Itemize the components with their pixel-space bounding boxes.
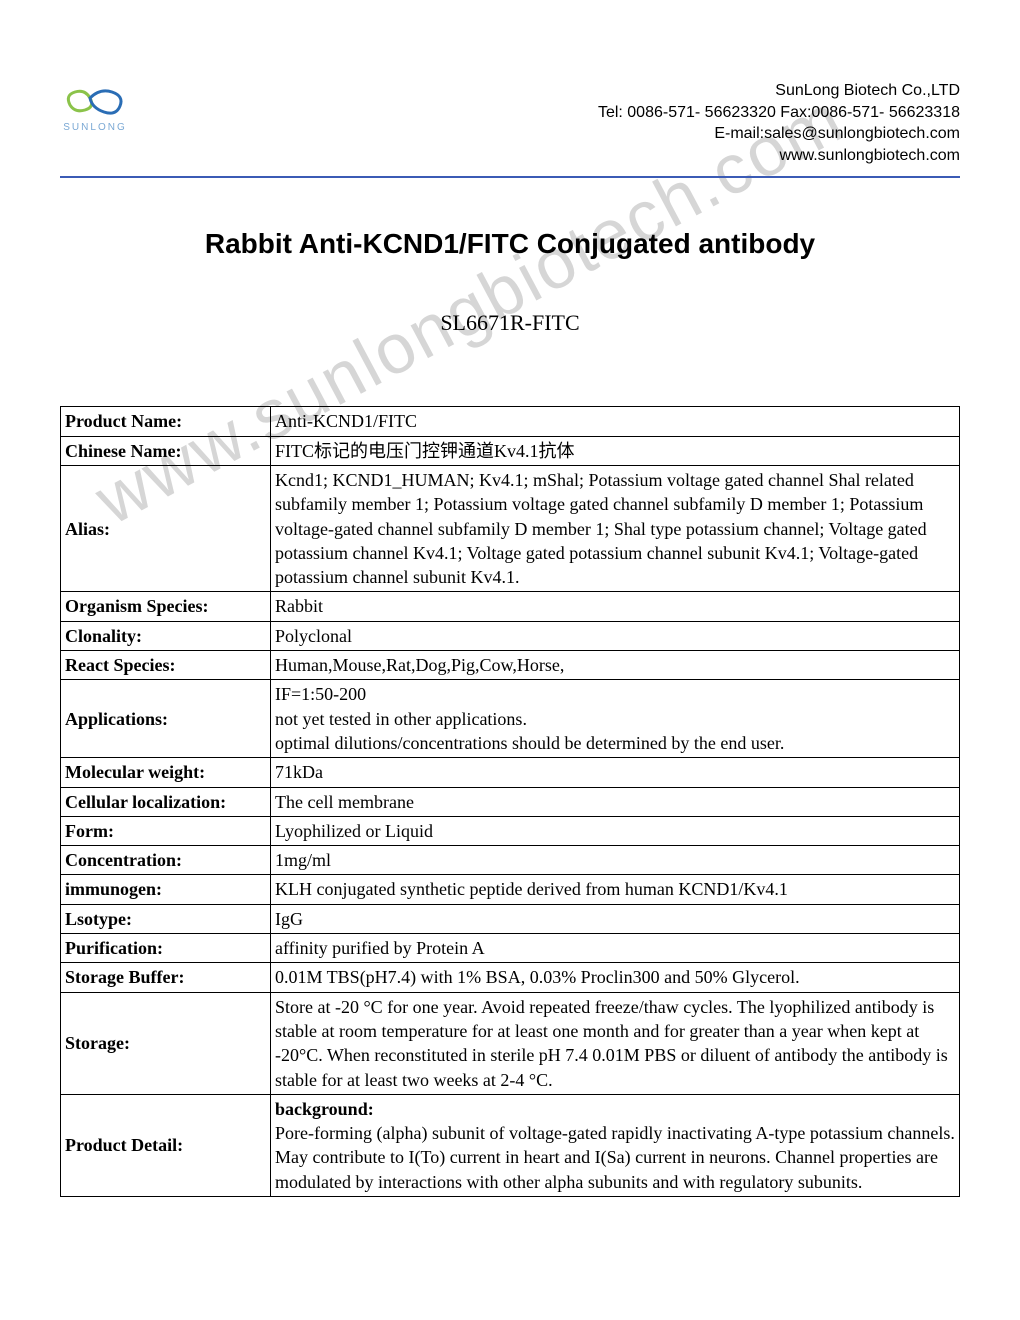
applications-line2: not yet tested in other applications. — [275, 707, 955, 731]
table-row: Form: Lyophilized or Liquid — [61, 816, 960, 845]
value-immunogen: KLH conjugated synthetic peptide derived… — [271, 875, 960, 904]
table-row: Concentration: 1mg/ml — [61, 846, 960, 875]
spec-table: Product Name: Anti-KCND1/FITC Chinese Na… — [60, 406, 960, 1197]
value-mw: 71kDa — [271, 758, 960, 787]
value-alias: Kcnd1; KCND1_HUMAN; Kv4.1; mShal; Potass… — [271, 465, 960, 591]
value-purification: affinity purified by Protein A — [271, 934, 960, 963]
value-organism: Rabbit — [271, 592, 960, 621]
table-row: Applications: IF=1:50-200 not yet tested… — [61, 680, 960, 758]
table-row: Molecular weight: 71kDa — [61, 758, 960, 787]
value-clonality: Polyclonal — [271, 621, 960, 650]
value-conc: 1mg/ml — [271, 846, 960, 875]
label-alias: Alias: — [61, 465, 271, 591]
table-row: Cellular localization: The cell membrane — [61, 787, 960, 816]
label-product-name: Product Name: — [61, 407, 271, 436]
value-lsotype: IgG — [271, 904, 960, 933]
company-tel-fax: Tel: 0086-571- 56623320 Fax:0086-571- 56… — [598, 102, 960, 124]
page-title: Rabbit Anti-KCND1/FITC Conjugated antibo… — [60, 228, 960, 260]
label-mw: Molecular weight: — [61, 758, 271, 787]
label-lsotype: Lsotype: — [61, 904, 271, 933]
label-detail: Product Detail: — [61, 1094, 271, 1196]
table-row: Purification: affinity purified by Prote… — [61, 934, 960, 963]
logo-label: SUNLONG — [63, 122, 126, 133]
value-buffer: 0.01M TBS(pH7.4) with 1% BSA, 0.03% Proc… — [271, 963, 960, 992]
table-row: Storage: Store at -20 °C for one year. A… — [61, 992, 960, 1094]
label-storage: Storage: — [61, 992, 271, 1094]
table-row: Clonality: Polyclonal — [61, 621, 960, 650]
applications-line3: optimal dilutions/concentrations should … — [275, 731, 955, 755]
label-purification: Purification: — [61, 934, 271, 963]
label-chinese-name: Chinese Name: — [61, 436, 271, 465]
label-applications: Applications: — [61, 680, 271, 758]
logo-icon — [60, 80, 130, 120]
label-react: React Species: — [61, 651, 271, 680]
page-header: SUNLONG SunLong Biotech Co.,LTD Tel: 008… — [60, 80, 960, 166]
label-clonality: Clonality: — [61, 621, 271, 650]
company-logo: SUNLONG — [60, 80, 130, 133]
table-row: Product Name: Anti-KCND1/FITC — [61, 407, 960, 436]
value-chinese-name: FITC标记的电压门控钾通道Kv4.1抗体 — [271, 436, 960, 465]
detail-heading: background: — [275, 1097, 955, 1121]
label-form: Form: — [61, 816, 271, 845]
applications-line1: IF=1:50-200 — [275, 682, 955, 706]
table-row: Organism Species: Rabbit — [61, 592, 960, 621]
detail-body: Pore-forming (alpha) subunit of voltage-… — [275, 1121, 955, 1194]
header-divider — [60, 176, 960, 178]
value-product-name: Anti-KCND1/FITC — [271, 407, 960, 436]
value-form: Lyophilized or Liquid — [271, 816, 960, 845]
value-detail: background: Pore-forming (alpha) subunit… — [271, 1094, 960, 1196]
label-buffer: Storage Buffer: — [61, 963, 271, 992]
company-email: E-mail:sales@sunlongbiotech.com — [598, 123, 960, 145]
label-immunogen: immunogen: — [61, 875, 271, 904]
company-name: SunLong Biotech Co.,LTD — [598, 80, 960, 102]
table-row: Alias: Kcnd1; KCND1_HUMAN; Kv4.1; mShal;… — [61, 465, 960, 591]
table-row: immunogen: KLH conjugated synthetic pept… — [61, 875, 960, 904]
label-organism: Organism Species: — [61, 592, 271, 621]
table-row: Product Detail: background: Pore-forming… — [61, 1094, 960, 1196]
table-row: Chinese Name: FITC标记的电压门控钾通道Kv4.1抗体 — [61, 436, 960, 465]
company-info: SunLong Biotech Co.,LTD Tel: 0086-571- 5… — [598, 80, 960, 166]
table-row: Storage Buffer: 0.01M TBS(pH7.4) with 1%… — [61, 963, 960, 992]
label-conc: Concentration: — [61, 846, 271, 875]
company-website: www.sunlongbiotech.com — [598, 145, 960, 167]
value-applications: IF=1:50-200 not yet tested in other appl… — [271, 680, 960, 758]
table-row: Lsotype: IgG — [61, 904, 960, 933]
value-cell-loc: The cell membrane — [271, 787, 960, 816]
product-code: SL6671R-FITC — [60, 310, 960, 336]
value-react: Human,Mouse,Rat,Dog,Pig,Cow,Horse, — [271, 651, 960, 680]
label-cell-loc: Cellular localization: — [61, 787, 271, 816]
table-row: React Species: Human,Mouse,Rat,Dog,Pig,C… — [61, 651, 960, 680]
value-storage: Store at -20 °C for one year. Avoid repe… — [271, 992, 960, 1094]
